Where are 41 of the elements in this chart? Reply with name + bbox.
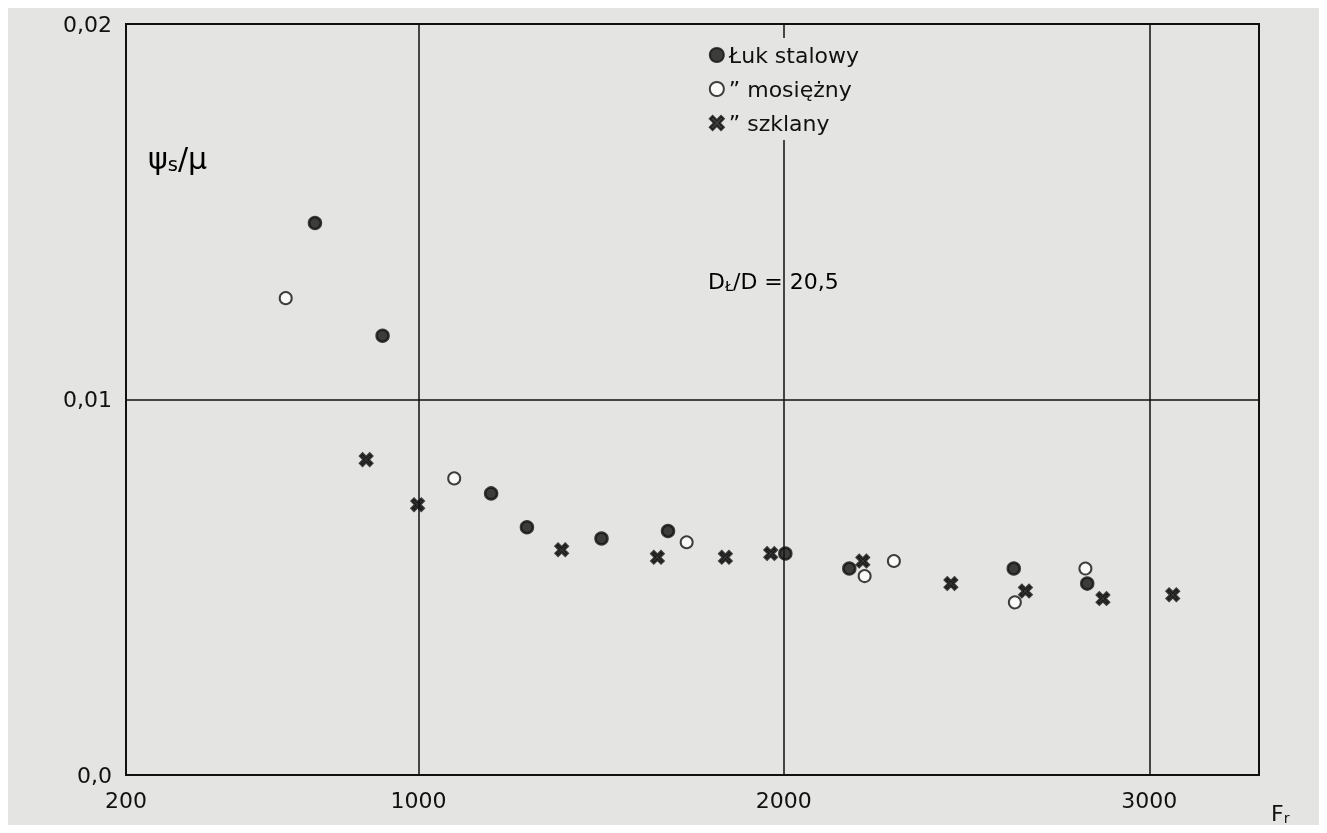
point xyxy=(857,569,872,584)
point xyxy=(855,553,871,569)
annotation: DŁ/D = 20,5 xyxy=(708,268,839,294)
x-tick-label: 3000 xyxy=(1121,787,1178,813)
legend-label: ” szklany xyxy=(728,110,830,136)
x-axis-title: Fr xyxy=(1271,800,1290,826)
point xyxy=(763,546,778,561)
legend-label: Łuk stalowy xyxy=(727,42,860,68)
point xyxy=(1078,561,1093,576)
point xyxy=(1018,583,1033,599)
point xyxy=(842,561,857,576)
point xyxy=(447,471,462,486)
point xyxy=(358,452,374,467)
y-tick-label: 0,02 xyxy=(63,11,112,37)
point xyxy=(718,550,733,565)
point xyxy=(554,542,569,558)
point xyxy=(650,550,665,565)
point xyxy=(1165,587,1180,603)
point xyxy=(1079,576,1095,591)
y-tick-label: 0,01 xyxy=(63,387,112,413)
point xyxy=(778,546,793,561)
point xyxy=(375,328,390,343)
point xyxy=(483,486,499,501)
point xyxy=(278,291,293,306)
x-tick-label: 2000 xyxy=(755,787,812,813)
point xyxy=(679,535,694,550)
point xyxy=(1007,595,1022,610)
point xyxy=(594,531,609,546)
point xyxy=(307,215,323,231)
y-axis-title: ψs/μ xyxy=(148,140,208,177)
x-tick-label: 1000 xyxy=(390,787,447,813)
point xyxy=(1095,591,1111,606)
point xyxy=(519,519,535,535)
point xyxy=(886,554,901,569)
point xyxy=(660,523,676,539)
x-tick-label: 200 xyxy=(105,787,147,813)
y-tick-label: 0,0 xyxy=(77,762,112,788)
point xyxy=(410,497,425,512)
point xyxy=(1006,561,1022,576)
point xyxy=(943,576,959,591)
legend-label: ” mosiężny xyxy=(728,76,852,102)
